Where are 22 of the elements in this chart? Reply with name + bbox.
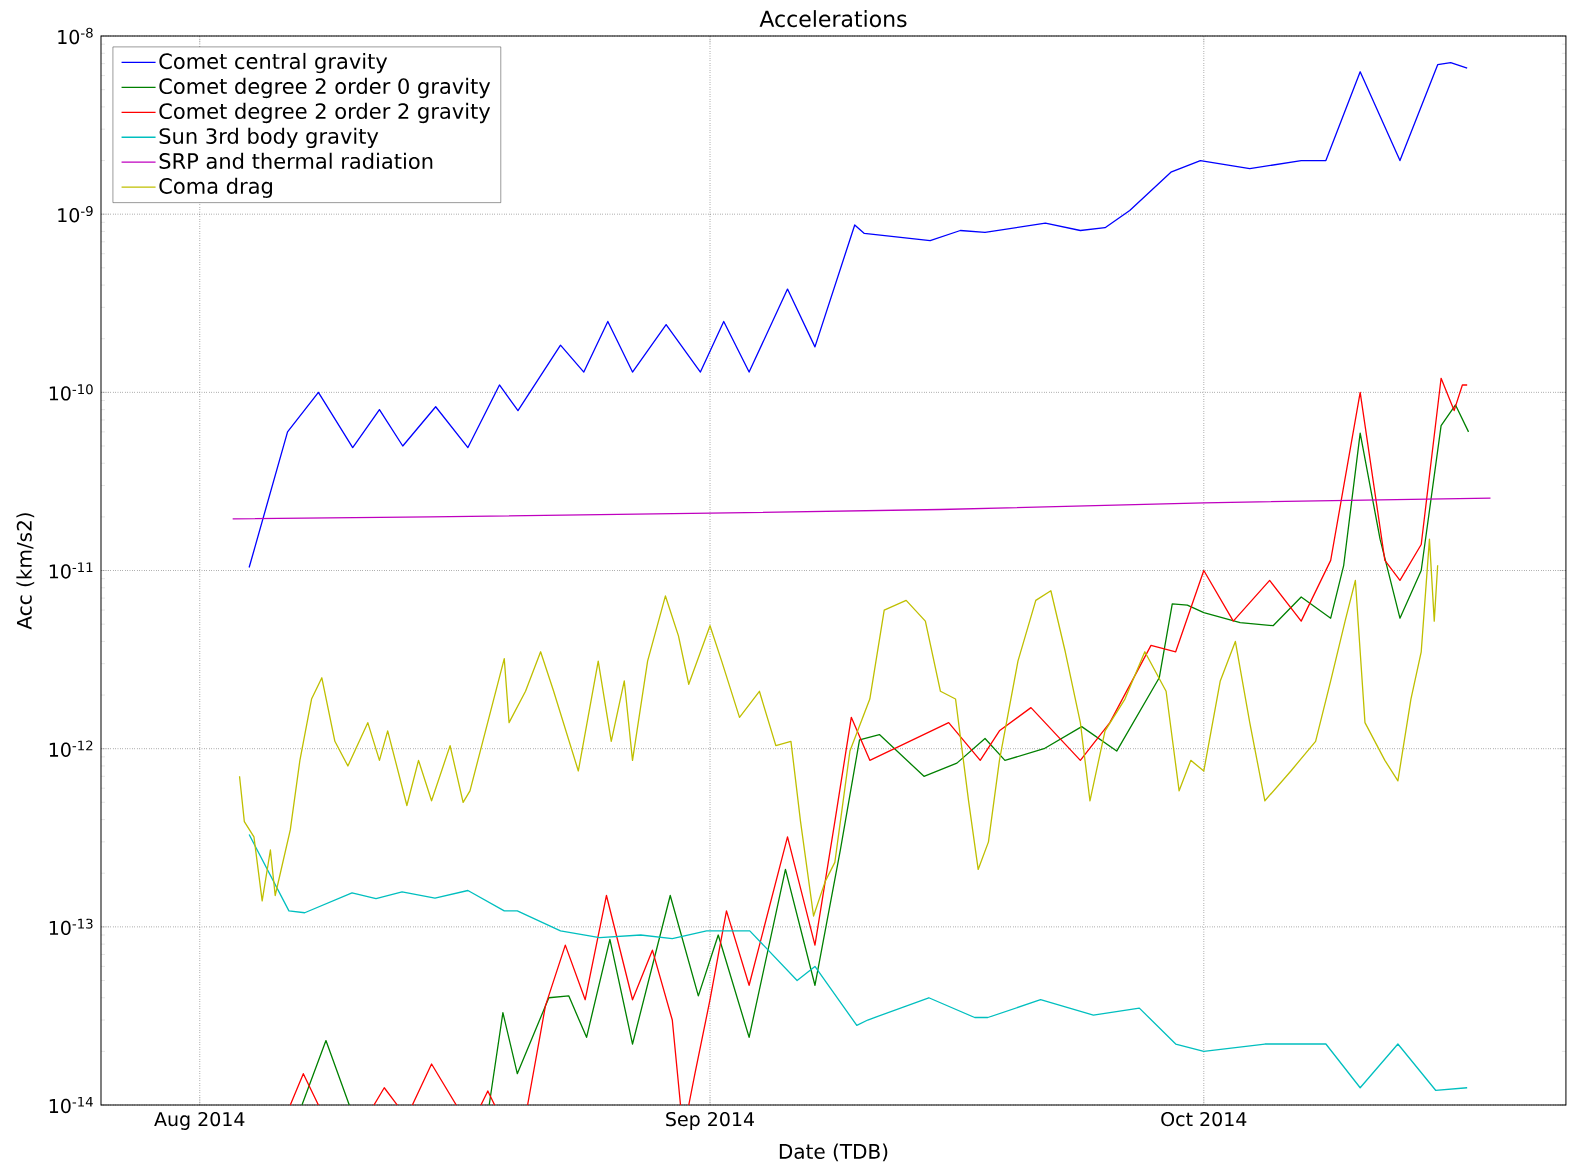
x-tick-label: Sep 2014 <box>666 1111 755 1130</box>
y-tick-label: 10$^{-12}$ <box>49 740 93 757</box>
line-series <box>232 497 1492 520</box>
x-tick-label: Aug 2014 <box>154 1111 245 1130</box>
y-tick-label: 10$^{-13}$ <box>49 918 93 936</box>
y-tick-label: 10$^{-10}$ <box>49 384 93 401</box>
legend-label: Sun 3rd body gravity <box>159 127 379 149</box>
legend-label: Comet central gravity <box>159 52 388 74</box>
legend-label: Comet degree 2 order 0 gravity <box>159 77 491 99</box>
legend-label: Coma drag <box>159 177 272 199</box>
legend-label: SRP and thermal radiation <box>159 152 433 169</box>
legend-label: Comet degree 2 order 2 gravity <box>159 102 491 124</box>
line-series <box>248 833 1468 1091</box>
x-axis-title: Date (TDB) <box>779 1143 888 1162</box>
y-tick-label: 10$^{-11}$ <box>49 562 93 579</box>
y-tick-label: 10$^{-14}$ <box>49 1096 93 1114</box>
x-tick-label: Oct 2014 <box>1161 1111 1247 1127</box>
y-tick-label: 10$^{-8}$ <box>58 27 93 45</box>
y-tick-label: 10$^{-9}$ <box>58 205 93 223</box>
y-axis-title: Acc (km/s2) <box>16 513 35 630</box>
line-series <box>238 538 1439 917</box>
chart-title: Accelerations <box>759 10 907 28</box>
